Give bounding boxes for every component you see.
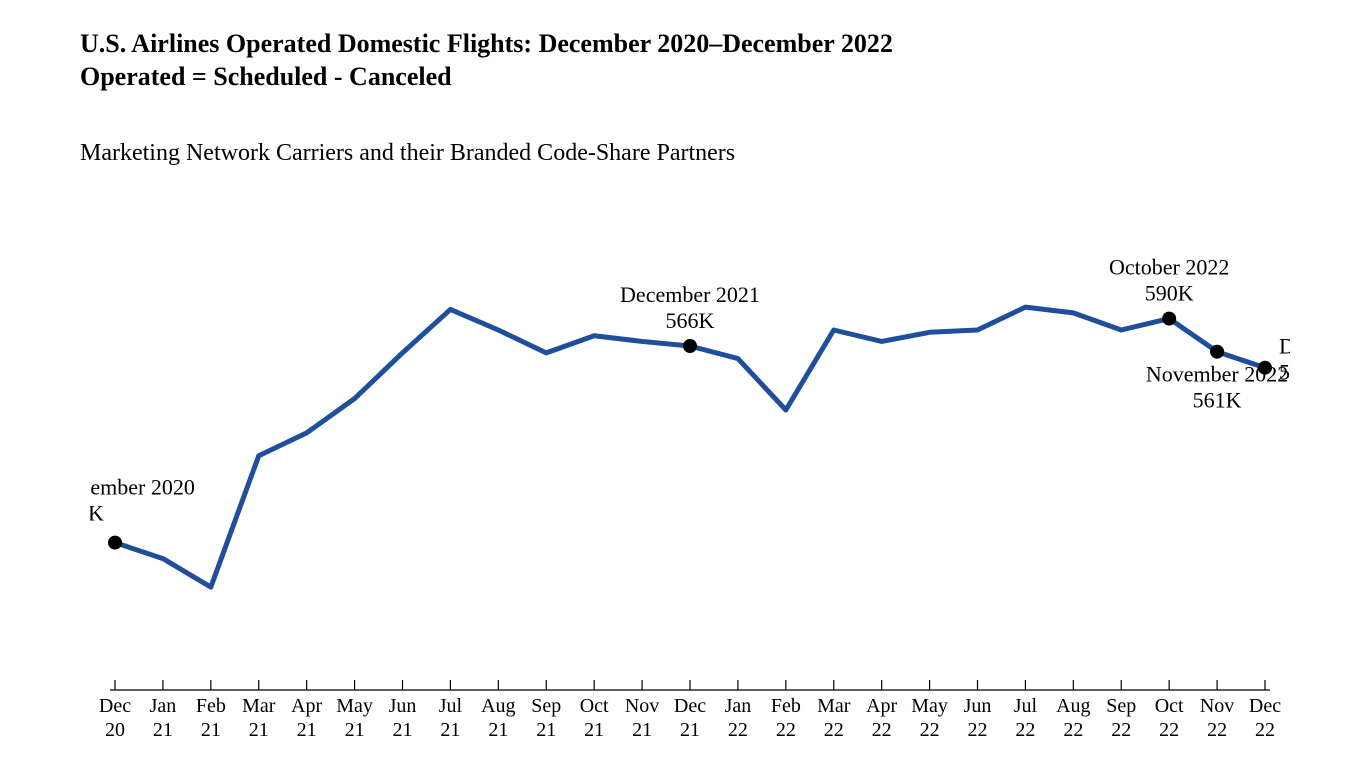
svg-text:590K: 590K <box>1145 281 1194 306</box>
svg-text:October 2022: October 2022 <box>1109 255 1229 280</box>
svg-text:21: 21 <box>297 719 317 741</box>
svg-text:21: 21 <box>584 719 604 741</box>
svg-text:Sep: Sep <box>531 695 561 717</box>
svg-text:Sep: Sep <box>1106 695 1136 717</box>
svg-text:Feb: Feb <box>196 695 226 717</box>
svg-text:Nov: Nov <box>1200 695 1234 717</box>
svg-text:Jun: Jun <box>389 695 417 717</box>
svg-text:22: 22 <box>1159 719 1179 741</box>
svg-text:21: 21 <box>345 719 365 741</box>
svg-text:Dec: Dec <box>674 695 706 717</box>
svg-text:20: 20 <box>105 719 125 741</box>
svg-text:21: 21 <box>632 719 652 741</box>
svg-text:Mar: Mar <box>817 695 851 717</box>
svg-text:21: 21 <box>440 719 460 741</box>
svg-text:22: 22 <box>776 719 796 741</box>
svg-text:Oct: Oct <box>1155 695 1184 717</box>
line-chart: Dec20Jan21Feb21Mar21Apr21May21Jun21Jul21… <box>90 210 1240 680</box>
svg-text:22: 22 <box>1015 719 1035 741</box>
svg-text:December 2020: December 2020 <box>90 475 195 500</box>
svg-text:22: 22 <box>1255 719 1275 741</box>
svg-text:22: 22 <box>1111 719 1131 741</box>
svg-text:22: 22 <box>872 719 892 741</box>
svg-text:22: 22 <box>968 719 988 741</box>
svg-text:Jul: Jul <box>1014 695 1038 717</box>
svg-text:547K: 547K <box>1279 360 1290 385</box>
svg-text:Jun: Jun <box>964 695 992 717</box>
svg-text:December 2021: December 2021 <box>620 282 760 307</box>
svg-text:394K: 394K <box>90 501 104 526</box>
title-line-1: U.S. Airlines Operated Domestic Flights:… <box>80 28 893 61</box>
svg-text:December 2022: December 2022 <box>1279 334 1290 359</box>
svg-text:22: 22 <box>920 719 940 741</box>
svg-text:561K: 561K <box>1193 388 1242 413</box>
svg-text:Aug: Aug <box>481 695 515 717</box>
chart-svg: Dec20Jan21Feb21Mar21Apr21May21Jun21Jul21… <box>90 210 1290 750</box>
svg-text:566K: 566K <box>666 308 715 333</box>
chart-subtitle: Marketing Network Carriers and their Bra… <box>80 140 735 167</box>
svg-text:22: 22 <box>1207 719 1227 741</box>
svg-text:21: 21 <box>153 719 173 741</box>
svg-text:Nov: Nov <box>625 695 659 717</box>
svg-text:Jul: Jul <box>439 695 463 717</box>
svg-text:Feb: Feb <box>771 695 801 717</box>
svg-text:21: 21 <box>393 719 413 741</box>
svg-text:22: 22 <box>824 719 844 741</box>
svg-text:Aug: Aug <box>1056 695 1090 717</box>
svg-text:May: May <box>911 695 948 717</box>
svg-text:22: 22 <box>1063 719 1083 741</box>
title-line-2: Operated = Scheduled - Canceled <box>80 61 893 94</box>
svg-text:Dec: Dec <box>1249 695 1281 717</box>
chart-title: U.S. Airlines Operated Domestic Flights:… <box>80 28 893 93</box>
svg-text:May: May <box>336 695 373 717</box>
svg-text:21: 21 <box>249 719 269 741</box>
svg-text:Apr: Apr <box>291 695 322 717</box>
svg-text:21: 21 <box>488 719 508 741</box>
svg-text:21: 21 <box>536 719 556 741</box>
svg-text:Mar: Mar <box>242 695 276 717</box>
svg-text:Oct: Oct <box>580 695 609 717</box>
svg-text:Jan: Jan <box>150 695 177 717</box>
svg-text:21: 21 <box>680 719 700 741</box>
svg-text:Dec: Dec <box>99 695 131 717</box>
svg-text:22: 22 <box>728 719 748 741</box>
svg-text:21: 21 <box>201 719 221 741</box>
svg-text:Jan: Jan <box>725 695 752 717</box>
svg-text:Apr: Apr <box>866 695 897 717</box>
